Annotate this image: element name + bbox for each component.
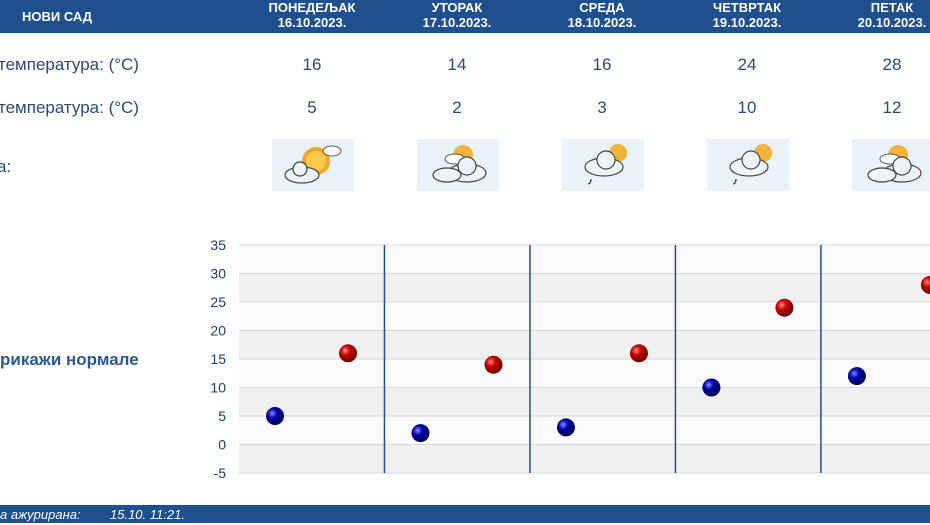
y-tick-label: 35 — [210, 237, 226, 253]
max-temp-point — [775, 298, 794, 317]
updated-timestamp: 15.10. 11:21. — [110, 507, 185, 522]
max-temp-label: температура: (°C) — [0, 55, 139, 74]
y-tick-label: 0 — [218, 437, 226, 453]
day-name: СРЕДА — [579, 0, 625, 15]
day-date: 16.10.2023. — [277, 15, 347, 30]
updated-label: а ажурирана: — [0, 507, 81, 522]
plot-band — [239, 416, 930, 445]
y-tick-label: 25 — [210, 294, 226, 310]
footer-bar: а ажурирана: 15.10. 11:21. — [0, 505, 930, 523]
day-name: УТОРАК — [431, 0, 483, 15]
y-tick-label: 5 — [218, 408, 226, 424]
day-header-2: УТОРАК 17.10.2023. — [392, 0, 522, 30]
y-tick-label: 30 — [210, 266, 226, 282]
day-date: 20.10.2023. — [857, 15, 927, 30]
max-temp-value: 28 — [882, 55, 902, 74]
day-date: 17.10.2023. — [422, 15, 492, 30]
day-header-5: ПЕТАК 20.10.2023. — [827, 0, 930, 30]
partly-sunny-icon — [272, 139, 354, 191]
day-date: 19.10.2023. — [712, 15, 782, 30]
y-tick-label: 10 — [210, 380, 226, 396]
min-temp-point — [556, 418, 575, 437]
day-name: ЧЕТВРТАК — [712, 0, 782, 15]
min-temp-point — [411, 424, 430, 443]
y-tick-label: 20 — [210, 323, 226, 339]
day-name: ПЕТАК — [870, 0, 914, 15]
max-temp-point — [339, 344, 357, 363]
y-tick-label: -5 — [214, 465, 227, 481]
cloud-drizzle-sun-icon — [562, 139, 644, 191]
min-temp-point — [847, 367, 866, 386]
day-name: ПОНЕДЕЉАК — [268, 0, 356, 15]
sun-cloud-icon — [417, 139, 499, 191]
plot-band — [239, 273, 930, 302]
plot-band — [239, 245, 930, 274]
plot-band — [239, 444, 930, 473]
plot-band — [239, 387, 930, 416]
min-temp-label: температура: (°C) — [0, 98, 139, 117]
day-header-1: ПОНЕДЕЉАК 16.10.2023. — [247, 0, 377, 30]
min-temp-point — [266, 407, 284, 425]
max-temp-point — [484, 355, 503, 374]
max-temp-value: 14 — [447, 55, 467, 74]
day-header-4: ЧЕТВРТАК 19.10.2023. — [682, 0, 812, 30]
max-temp-value: 24 — [737, 55, 757, 74]
min-temp-point — [702, 378, 721, 397]
forecast-header: НОВИ САД ПОНЕДЕЉАК 16.10.2023. УТОРАК 17… — [0, 0, 930, 33]
max-temp-point — [920, 275, 930, 294]
min-temp-value: 10 — [737, 98, 757, 117]
plot-band — [239, 359, 930, 388]
show-normals-link[interactable]: рикажи нормале — [0, 350, 139, 369]
city-name: НОВИ САД — [22, 9, 93, 24]
day-date: 18.10.2023. — [567, 15, 637, 30]
min-temp-value: 12 — [882, 98, 902, 117]
y-tick-label: 15 — [210, 351, 226, 367]
max-temp-value: 16 — [302, 55, 322, 74]
plot-band — [239, 302, 930, 331]
min-temp-value: 3 — [597, 98, 607, 117]
min-temp-value: 2 — [452, 98, 462, 117]
sun-cloud-icon — [852, 139, 930, 191]
max-temp-value: 16 — [592, 55, 612, 74]
cloud-drizzle-sun-icon — [707, 139, 789, 191]
min-temp-value: 5 — [307, 98, 317, 117]
day-header-3: СРЕДА 18.10.2023. — [537, 0, 667, 30]
max-temp-point — [629, 344, 648, 363]
weather-label: а: — [0, 157, 12, 176]
